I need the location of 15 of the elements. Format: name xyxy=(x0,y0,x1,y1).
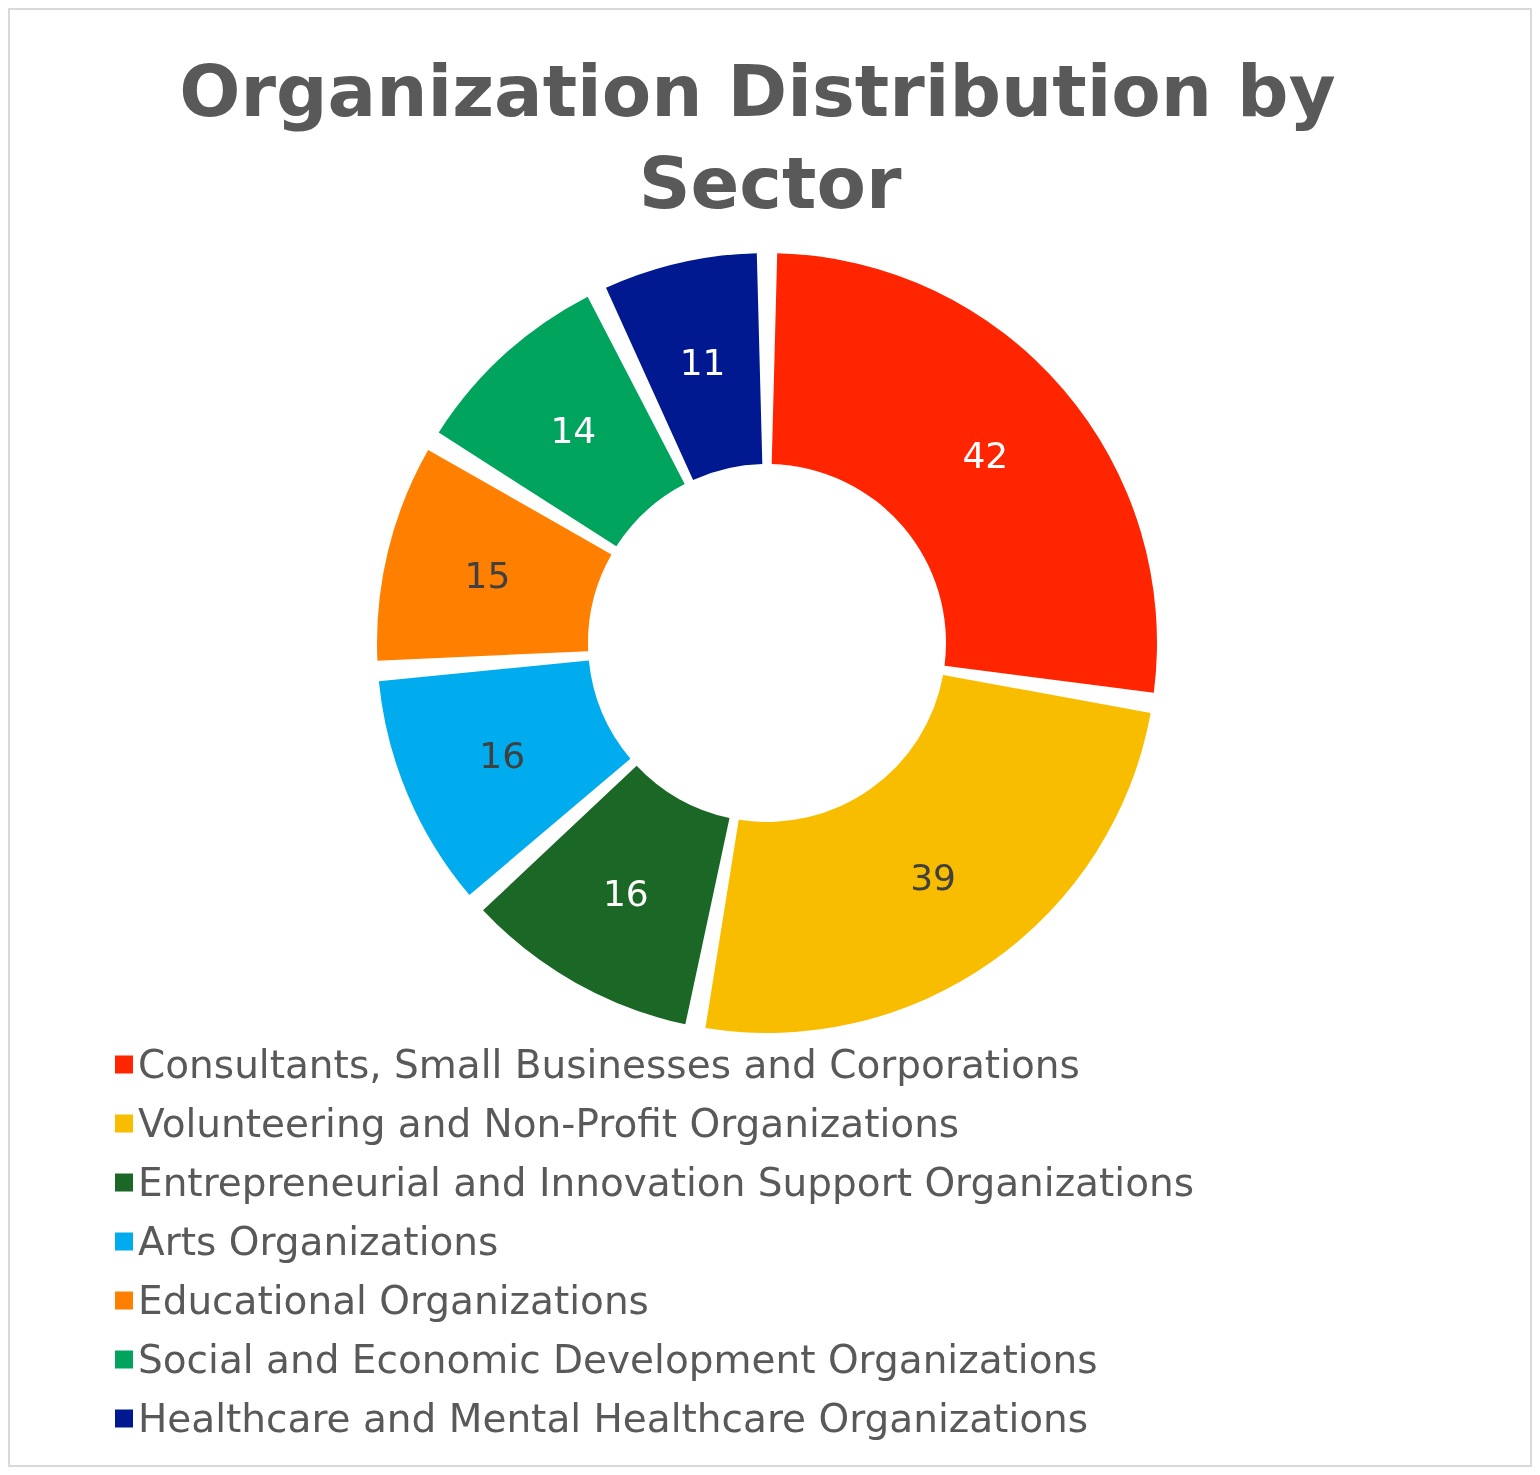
data-label: 16 xyxy=(602,872,649,914)
data-label: 16 xyxy=(479,734,526,776)
data-label: 42 xyxy=(962,435,1009,477)
chart-title: Organization Distribution by Sector xyxy=(179,49,1361,225)
data-label: 39 xyxy=(910,857,957,899)
legend-label: Entrepreneurial and Innovation Support Organizations xyxy=(138,1160,1195,1205)
legend-label: Educational Organizations xyxy=(138,1278,649,1323)
legend-label: Consultants, Small Businesses and Corporations xyxy=(138,1042,1080,1087)
data-label: 15 xyxy=(464,555,511,597)
legend-label: Social and Economic Development Organizations xyxy=(138,1337,1098,1382)
legend-label: Volunteering and Non-Profit Organizations xyxy=(138,1101,960,1146)
data-label: 14 xyxy=(550,410,597,452)
legend-label: Healthcare and Mental Healthcare Organizations xyxy=(138,1396,1089,1441)
data-label: 11 xyxy=(679,342,726,384)
legend-label: Arts Organizations xyxy=(138,1219,499,1264)
